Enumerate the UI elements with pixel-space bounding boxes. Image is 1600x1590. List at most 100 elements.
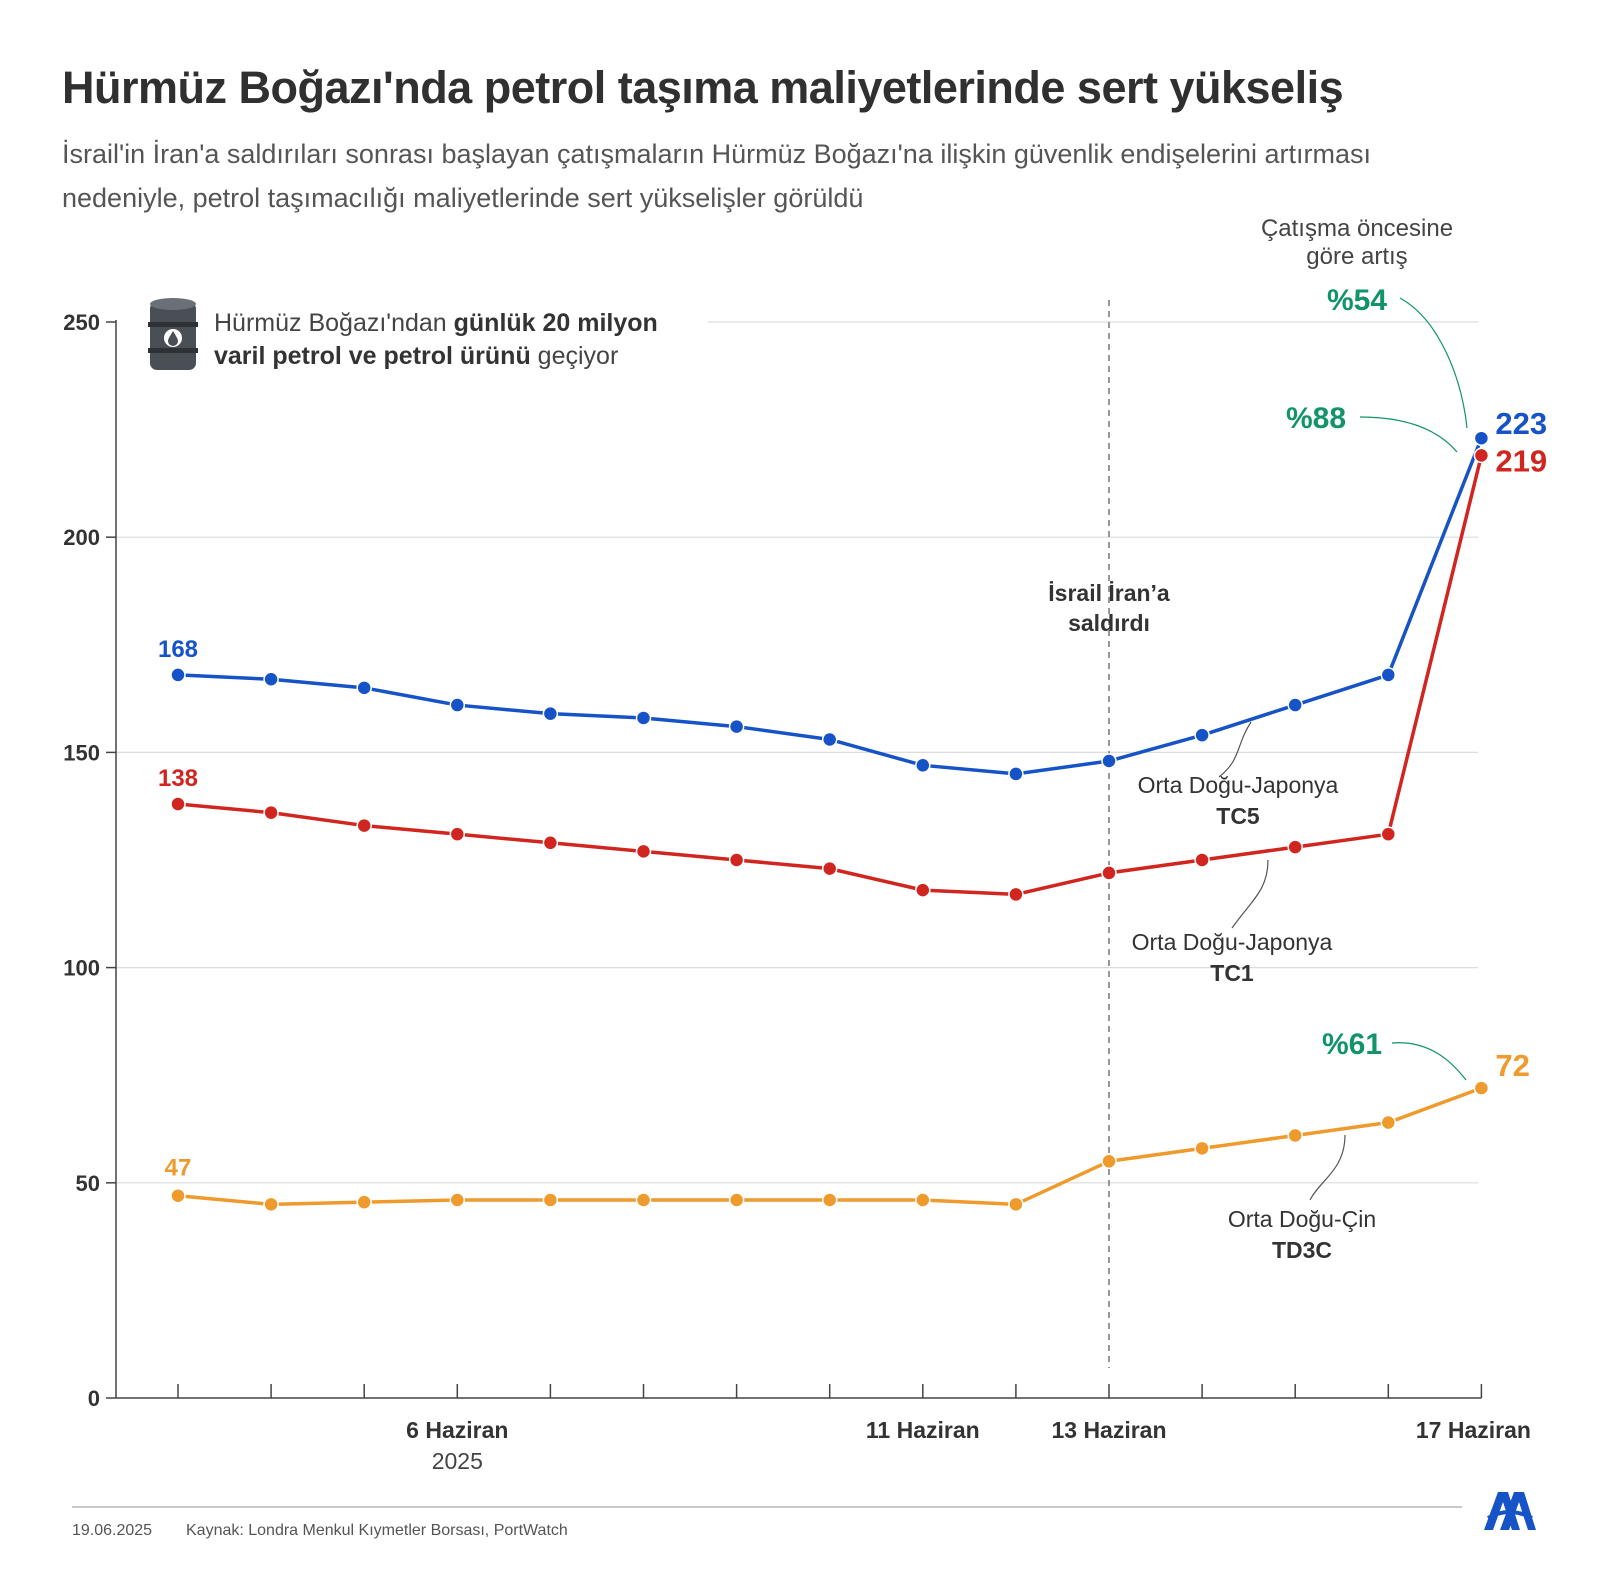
data-point [170,796,186,812]
data-point [821,860,838,877]
y-tick-label: 50 [76,1171,100,1196]
start-value-label: 138 [158,765,198,792]
series-line [177,1086,1483,1207]
data-point [635,710,652,726]
data-point [728,1192,745,1208]
aa-logo [1484,1492,1536,1530]
x-tick-label: 11 Haziran [866,1417,980,1443]
data-point [449,1192,466,1208]
data-point [1194,852,1210,868]
tc5-leader-line [1218,721,1252,778]
series-line [177,455,1484,897]
tc1-change-label: %88 [1286,402,1346,435]
series-line [177,437,1484,776]
data-point [1380,826,1397,842]
tc5-change-leader [1399,297,1468,429]
series-tc5-name: Orta Doğu-Japonya [1138,772,1339,798]
x-tick-sublabel: 2025 [432,1448,483,1474]
data-point [1008,886,1024,903]
data-point [170,667,186,683]
y-tick-label: 150 [63,740,100,765]
axes: 0 50 100 150 200 250 6 Haziran 2025 11 Haziran 13… [63,310,1531,1474]
series-tc1-name: Orta Doğu-Japonya [1132,929,1333,955]
y-tick-label: 100 [63,956,100,981]
data-point [1008,1196,1024,1213]
change-caption-line1: Çatışma öncesine [1261,215,1453,242]
tc5-change-label: %54 [1327,284,1387,317]
event-label-line2: saldırdı [1068,610,1150,636]
svg-text:Hürmüz Boğazı'ndan günlük 20 m: Hürmüz Boğazı'ndan günlük 20 milyon [214,309,658,337]
series-tc1: 138 219 [158,443,1547,903]
data-point [915,1192,931,1208]
data-point [728,852,745,868]
info-line1-bold: günlük 20 milyon [454,309,658,337]
data-point [1101,753,1117,769]
data-point [1008,766,1024,782]
end-value-label: 223 [1495,406,1547,441]
chart-title: Hürmüz Boğazı'nda petrol taşıma maliyetl… [62,62,1344,113]
event-label-line1: İsrail İran’a [1048,580,1170,606]
data-point [449,826,466,842]
data-point [915,882,931,898]
start-value-label: 47 [165,1155,192,1182]
data-point [1194,1140,1210,1157]
chart-subtitle: İsrail'in İran'a saldırıları sonrası baş… [62,139,1372,213]
series-td3c-name: Orta Doğu-Çin [1228,1206,1376,1232]
data-point [1194,727,1210,743]
data-point [821,1192,838,1208]
data-point [821,731,838,748]
tc1-change-leader [1359,416,1458,453]
series-td3c: 47 72 [165,1048,1530,1213]
data-point [1101,1153,1117,1170]
series-tc5: 168 223 [158,406,1547,782]
data-point [170,1187,186,1204]
footer-divider [72,1506,1462,1508]
end-value-label: 219 [1495,443,1547,478]
start-value-label: 168 [158,636,198,663]
data-point [449,697,466,713]
data-point [356,680,372,696]
data-point [728,718,745,735]
td3c-leader-line [1309,1134,1346,1201]
data-point [1287,839,1303,855]
x-tick-label: 17 Haziran [1416,1417,1531,1443]
data-point [263,671,279,687]
data-point [1473,1080,1490,1096]
info-line2-normal: geçiyor [531,342,619,370]
y-tick-label: 200 [63,525,100,550]
svg-text:varil petrol ve petrol ürünü g: varil petrol ve petrol ürünü geçiyor [214,342,618,370]
data-point [542,1192,559,1208]
info-box: Hürmüz Boğazı'ndan günlük 20 milyon vari… [148,298,658,370]
change-caption-line2: göre artış [1306,243,1407,270]
data-point [542,705,559,722]
data-point [1473,430,1490,446]
data-point [1473,447,1490,464]
series-tc1-code: TC1 [1210,960,1254,986]
y-tick-label: 0 [88,1386,100,1411]
grid-lines [116,321,1478,1184]
data-point [356,1194,372,1210]
footer-date: 19.06.2025 [72,1522,153,1539]
data-point [263,1196,279,1213]
series: 168 223 138 219 47 72 [158,406,1547,1213]
data-point [635,843,652,860]
change-annotations: Çatışma öncesine göre artış %54 %88 %61 [1261,215,1468,1081]
data-point [542,835,559,851]
y-tick-label: 250 [63,310,100,335]
series-tc5-code: TC5 [1216,803,1260,829]
x-tick-label: 13 Haziran [1051,1417,1166,1443]
tc1-leader-line [1231,859,1269,929]
data-point [635,1192,652,1208]
x-tick-label: 6 Haziran [406,1417,508,1443]
data-point [915,757,931,774]
series-labels: Orta Doğu-Japonya TC5 Orta Doğu-Japonya … [1132,721,1376,1263]
info-line1-normal: Hürmüz Boğazı'ndan [214,309,454,337]
data-point [356,817,372,834]
series-td3c-code: TD3C [1272,1237,1332,1263]
info-line2-bold: varil petrol ve petrol ürünü [214,342,531,370]
data-point [1101,865,1117,881]
oil-barrel-icon [148,298,198,370]
event-annotation: İsrail İran’a saldırdı [1048,300,1170,1368]
data-point [263,804,279,821]
